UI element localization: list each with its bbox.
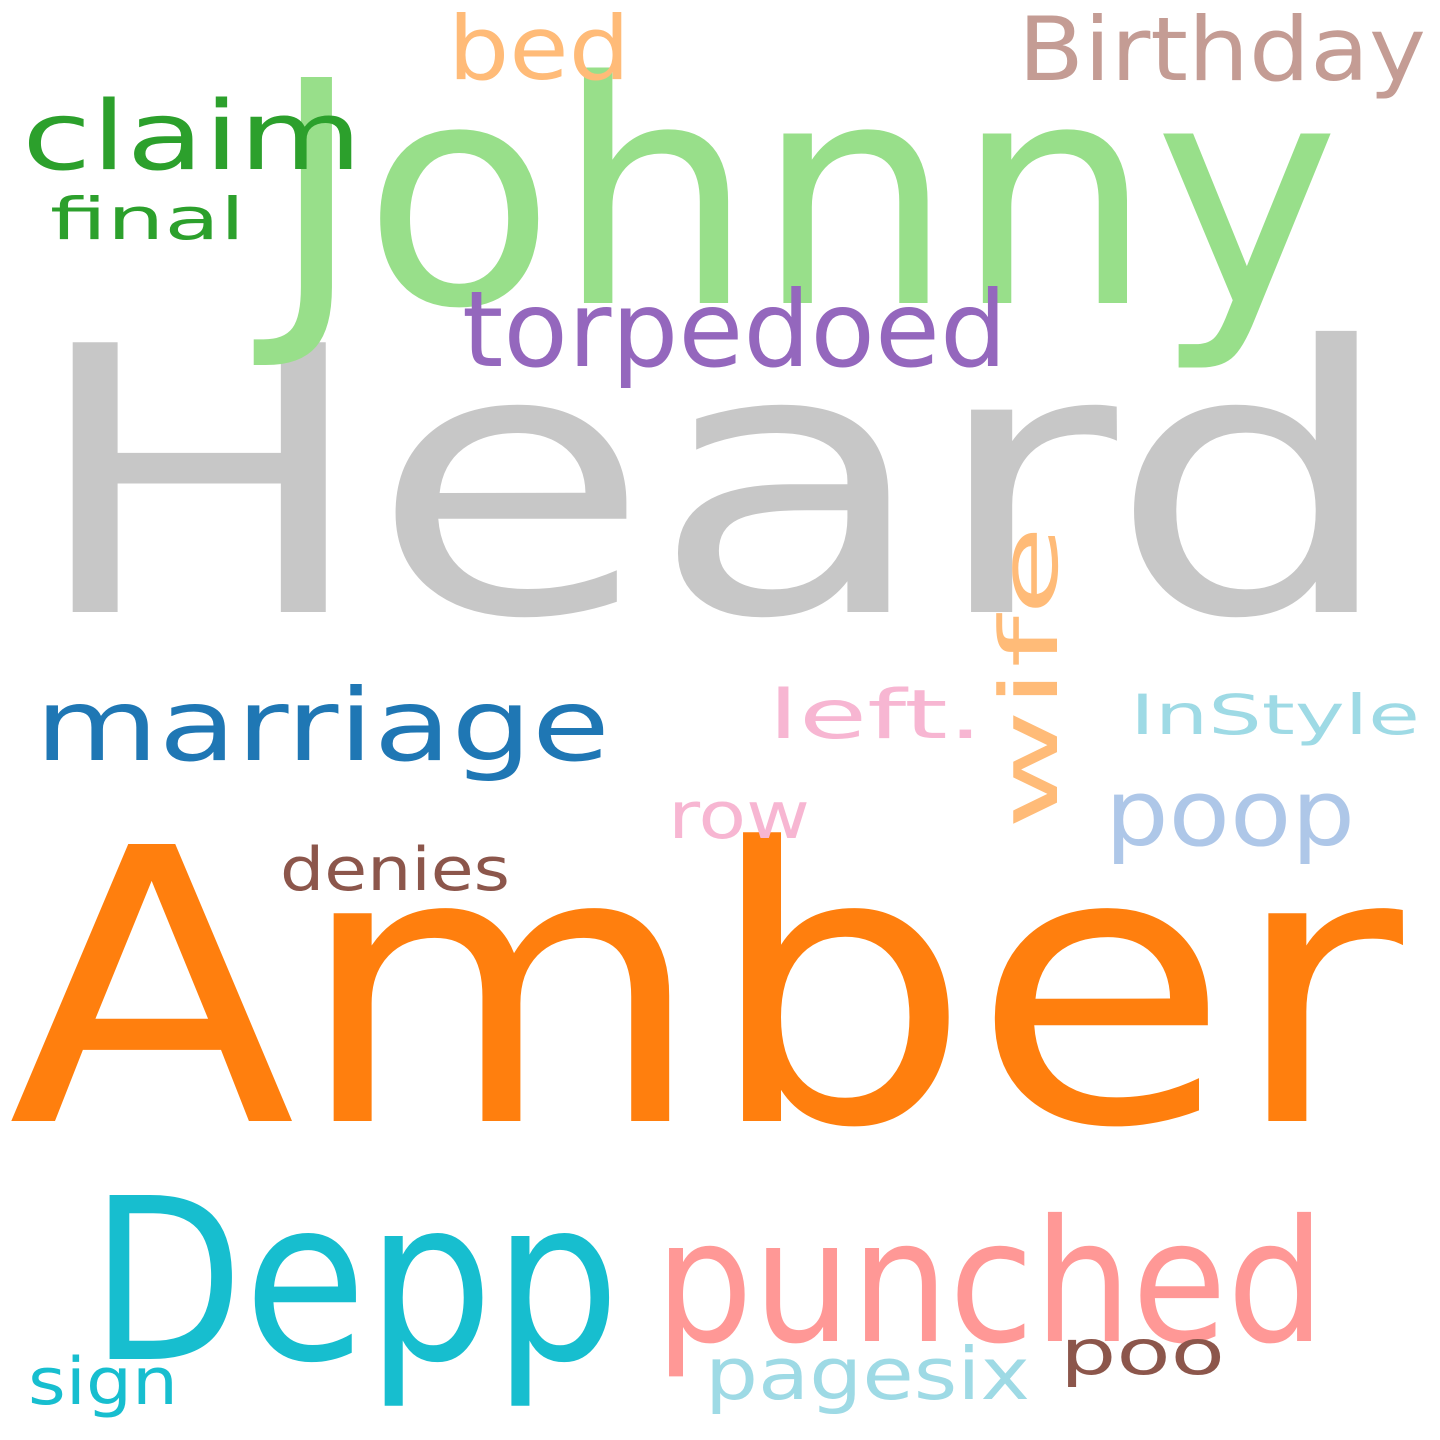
word-marriage: marriage: [35, 667, 610, 784]
word-torpedoed: torpedoed: [462, 269, 1007, 391]
word-poop: poop: [1105, 760, 1355, 867]
word-final: final: [50, 185, 245, 253]
word-wife: wife: [983, 525, 1076, 830]
word-punched: punched: [655, 1184, 1325, 1382]
word-pagesix: pagesix: [705, 1332, 1030, 1416]
word-denies: denies: [280, 835, 510, 905]
word-johnny: Johnny: [270, 16, 1340, 377]
word-depp: Depp: [90, 1151, 620, 1413]
word-left: left.: [768, 676, 983, 755]
word-row: row: [668, 779, 810, 854]
word-amber: Amber: [8, 768, 1403, 1211]
word-bed: bed: [448, 0, 630, 100]
word-sign: sign: [28, 1345, 178, 1420]
word-poo: poo: [1060, 1316, 1225, 1389]
word-heard: Heard: [28, 270, 1398, 700]
word-claim: claim: [22, 82, 362, 192]
word-birthday: Birthday: [1018, 0, 1426, 101]
word-instyle: InStyle: [1130, 683, 1420, 747]
